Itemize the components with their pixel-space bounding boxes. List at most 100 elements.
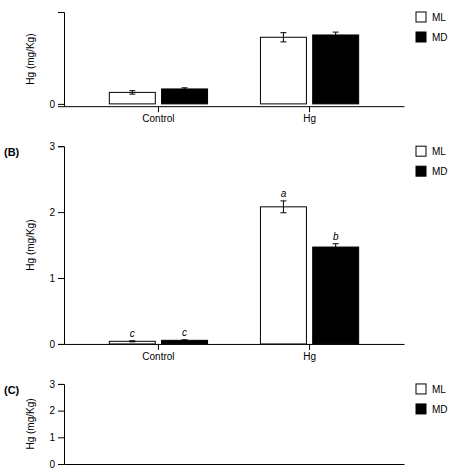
- y-tick-label: 2: [49, 405, 55, 416]
- legend-swatch: [416, 384, 426, 394]
- y-tick-label: 0: [49, 339, 55, 350]
- x-tick-mark: [158, 106, 159, 112]
- series: [162, 32, 359, 104]
- y-tick-label: 0: [49, 99, 55, 110]
- series: [109, 33, 306, 104]
- error-bar-cap: [129, 340, 135, 341]
- error-bar-cap: [280, 41, 286, 42]
- x-tick-mark: [309, 106, 310, 112]
- error-bar-cap: [280, 200, 286, 201]
- x-tick: Control: [142, 106, 174, 124]
- y-tick-mark: [58, 411, 64, 412]
- error-bar: [333, 244, 339, 251]
- error-bar-cap: [182, 340, 188, 341]
- y-tick: 0: [49, 459, 64, 470]
- legend-label: MD: [432, 404, 448, 415]
- y-tick-mark: [58, 278, 64, 279]
- panel: 0 1 2 3: [49, 379, 404, 470]
- y-tick: 2: [49, 207, 64, 218]
- legend-label: ML: [432, 12, 446, 23]
- y-tick: 3: [49, 379, 64, 390]
- legend-item: ML: [416, 146, 446, 157]
- legend-label: ML: [432, 146, 446, 157]
- x-axis-line: [65, 106, 405, 107]
- x-tick-label: Hg: [303, 351, 316, 362]
- x-axis: Control Hg: [65, 106, 405, 124]
- annotation: c: [130, 328, 135, 339]
- x-tick: Hg: [303, 344, 316, 362]
- plot-area: [109, 201, 358, 344]
- legend-swatch: [416, 166, 426, 176]
- error-bar-stem: [283, 201, 284, 213]
- y-tick-mark: [58, 104, 64, 105]
- error-bar-cap: [333, 250, 339, 251]
- bar: [260, 37, 306, 104]
- y-tick-mark: [58, 146, 64, 147]
- x-tick-mark: [309, 344, 310, 350]
- y-tick-mark: [58, 437, 64, 438]
- error-bar-cap: [129, 341, 135, 342]
- error-bar-cap: [182, 90, 188, 91]
- legend-label: ML: [432, 384, 446, 395]
- x-axis: Control Hg: [65, 344, 405, 362]
- y-tick-mark: [58, 344, 64, 345]
- y-tick-label: 1: [49, 273, 55, 284]
- y-tick: 3: [49, 141, 64, 152]
- y-tick-mark: [58, 384, 64, 385]
- error-bar: [182, 340, 188, 341]
- error-bar-cap: [182, 339, 188, 340]
- annotation: a: [281, 188, 287, 199]
- x-tick: Control: [142, 344, 174, 362]
- legend: ML MD: [416, 384, 448, 415]
- y-tick-label: 1: [49, 432, 55, 443]
- annotations: abcc: [130, 188, 339, 339]
- y-tick-mark: [58, 212, 64, 213]
- y-axis-title: Hg (mg/Kg): [25, 34, 36, 85]
- legend-swatch: [416, 32, 426, 42]
- y-axis: 0: [49, 13, 64, 110]
- error-bar-stem: [132, 91, 133, 94]
- bar: [109, 341, 155, 344]
- panel-label: (C): [4, 384, 20, 396]
- x-tick-mark: [158, 344, 159, 350]
- bar: [313, 35, 359, 104]
- bar: [109, 92, 155, 103]
- y-tick: 1: [49, 273, 64, 284]
- y-tick-label: 2: [49, 207, 55, 218]
- x-axis-line: [65, 344, 405, 345]
- y-axis-title: Hg (mg/Kg): [25, 398, 36, 449]
- error-bar-cap: [333, 243, 339, 244]
- error-bar: [182, 88, 188, 90]
- x-tick-label: Hg: [303, 113, 316, 124]
- error-bar: [280, 33, 286, 42]
- error-bar-stem: [283, 33, 284, 42]
- panel: 0 1 2 3 Control Hg abcc: [49, 141, 404, 362]
- legend-label: MD: [432, 32, 448, 43]
- x-tick-label: Control: [142, 351, 174, 362]
- error-bar-cap: [129, 90, 135, 91]
- error-bar-cap: [280, 212, 286, 213]
- legend-item: MD: [416, 166, 448, 177]
- series: [109, 201, 306, 344]
- series: [162, 244, 359, 344]
- y-tick-label: 3: [49, 379, 55, 390]
- legend: ML MD: [416, 12, 448, 43]
- error-bar-stem: [335, 244, 336, 251]
- bar: [313, 247, 359, 344]
- legend-item: ML: [416, 384, 446, 395]
- panel-label: (B): [4, 146, 20, 158]
- y-axis-title: Hg (mg/Kg): [25, 220, 36, 271]
- bar: [162, 340, 208, 344]
- legend-item: MD: [416, 32, 448, 43]
- y-axis-line: [58, 384, 65, 464]
- y-tick: 0: [49, 99, 64, 110]
- legend: ML MD: [416, 146, 448, 177]
- y-axis-line: [58, 147, 65, 345]
- error-bar-cap: [280, 32, 286, 33]
- y-tick-label: 3: [49, 141, 55, 152]
- y-tick-label: 0: [49, 459, 55, 470]
- x-axis: [65, 464, 405, 465]
- x-tick: Hg: [303, 106, 316, 124]
- legend-item: MD: [416, 404, 448, 415]
- figure: 0 Control Hg Hg (mg/Kg) ML MD 0 1 2 3 Control Hg abc…: [0, 0, 474, 474]
